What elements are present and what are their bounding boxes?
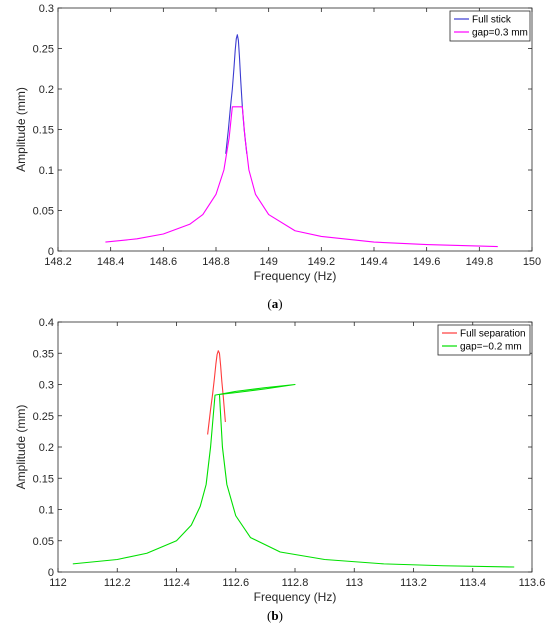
plot-frame	[57, 321, 533, 573]
x-tick-label: 112	[49, 577, 67, 589]
y-tick-label: 0.1	[39, 165, 54, 177]
panel-b: 112 112.2 112.4 112.6 112.8 113 113.2 113.4 113.…	[14, 317, 545, 604]
x-tick-label: 149.2	[308, 256, 336, 268]
series-line-1	[225, 34, 248, 154]
caption-b: (b)	[267, 608, 283, 623]
legend-label: gap=0.3 mm	[472, 28, 528, 39]
y-axis-label: Amplitude (mm)	[14, 87, 28, 172]
x-axis-label: Frequency (Hz)	[254, 269, 337, 283]
y-tick-label: 0.25	[33, 411, 54, 423]
x-tick-label: 149.8	[466, 256, 494, 268]
x-tick-label: 148.4	[97, 256, 125, 268]
series-line-1	[207, 350, 226, 435]
x-tick-label: 112.4	[163, 577, 190, 589]
legend-box	[449, 10, 531, 42]
series-line-2	[105, 106, 498, 248]
legend-label: gap=−0.2 mm	[460, 342, 522, 353]
legend-label: Full separation	[460, 329, 526, 340]
y-tick-label: 0.3	[39, 3, 54, 15]
y-tick-label: 0.15	[33, 473, 54, 485]
y-tick-label: 0.35	[33, 348, 54, 360]
x-tick-label: 112.6	[222, 577, 249, 589]
y-tick-label: 0.3	[39, 380, 54, 392]
x-tick-label: 113.6	[519, 577, 546, 589]
x-tick-label: 149.4	[360, 256, 388, 268]
caption-a: (a)	[267, 296, 282, 311]
x-tick-label: 112.2	[104, 577, 131, 589]
x-tick-label: 148.2	[44, 256, 72, 268]
x-tick-label: 112.8	[282, 577, 309, 589]
x-tick-label: 113.4	[459, 577, 486, 589]
y-tick-label: 0.15	[33, 125, 54, 137]
y-axis-label: Amplitude (mm)	[14, 405, 28, 490]
y-tick-label: 0.05	[33, 536, 54, 548]
x-axis-label: Frequency (Hz)	[254, 590, 337, 604]
x-tick-label: 113.2	[400, 577, 427, 589]
series-line-2	[72, 383, 515, 568]
x-tick-label: 148.6	[150, 256, 178, 268]
y-tick-label: 0.25	[33, 44, 54, 56]
panel-a: 148.2 148.4 148.6 148.8 149 149.2 149.4 149.6 14…	[14, 3, 541, 283]
y-tick-label: 0	[48, 567, 54, 579]
x-tick-label: 150	[523, 256, 541, 268]
y-tick-label: 0.2	[39, 442, 54, 454]
x-tick-label: 113	[345, 577, 363, 589]
x-tick-label: 149.6	[413, 256, 441, 268]
legend-label: Full stick	[472, 15, 512, 26]
y-tick-label: 0.05	[33, 206, 54, 218]
y-tick-label: 0.4	[39, 317, 54, 329]
x-tick-label: 149	[259, 256, 277, 268]
y-tick-label: 0.2	[39, 84, 54, 96]
y-tick-label: 0.1	[39, 505, 54, 517]
plot-frame	[57, 7, 533, 252]
x-tick-label: 148.8	[202, 256, 230, 268]
legend-box	[437, 324, 531, 356]
y-tick-label: 0	[48, 246, 54, 258]
